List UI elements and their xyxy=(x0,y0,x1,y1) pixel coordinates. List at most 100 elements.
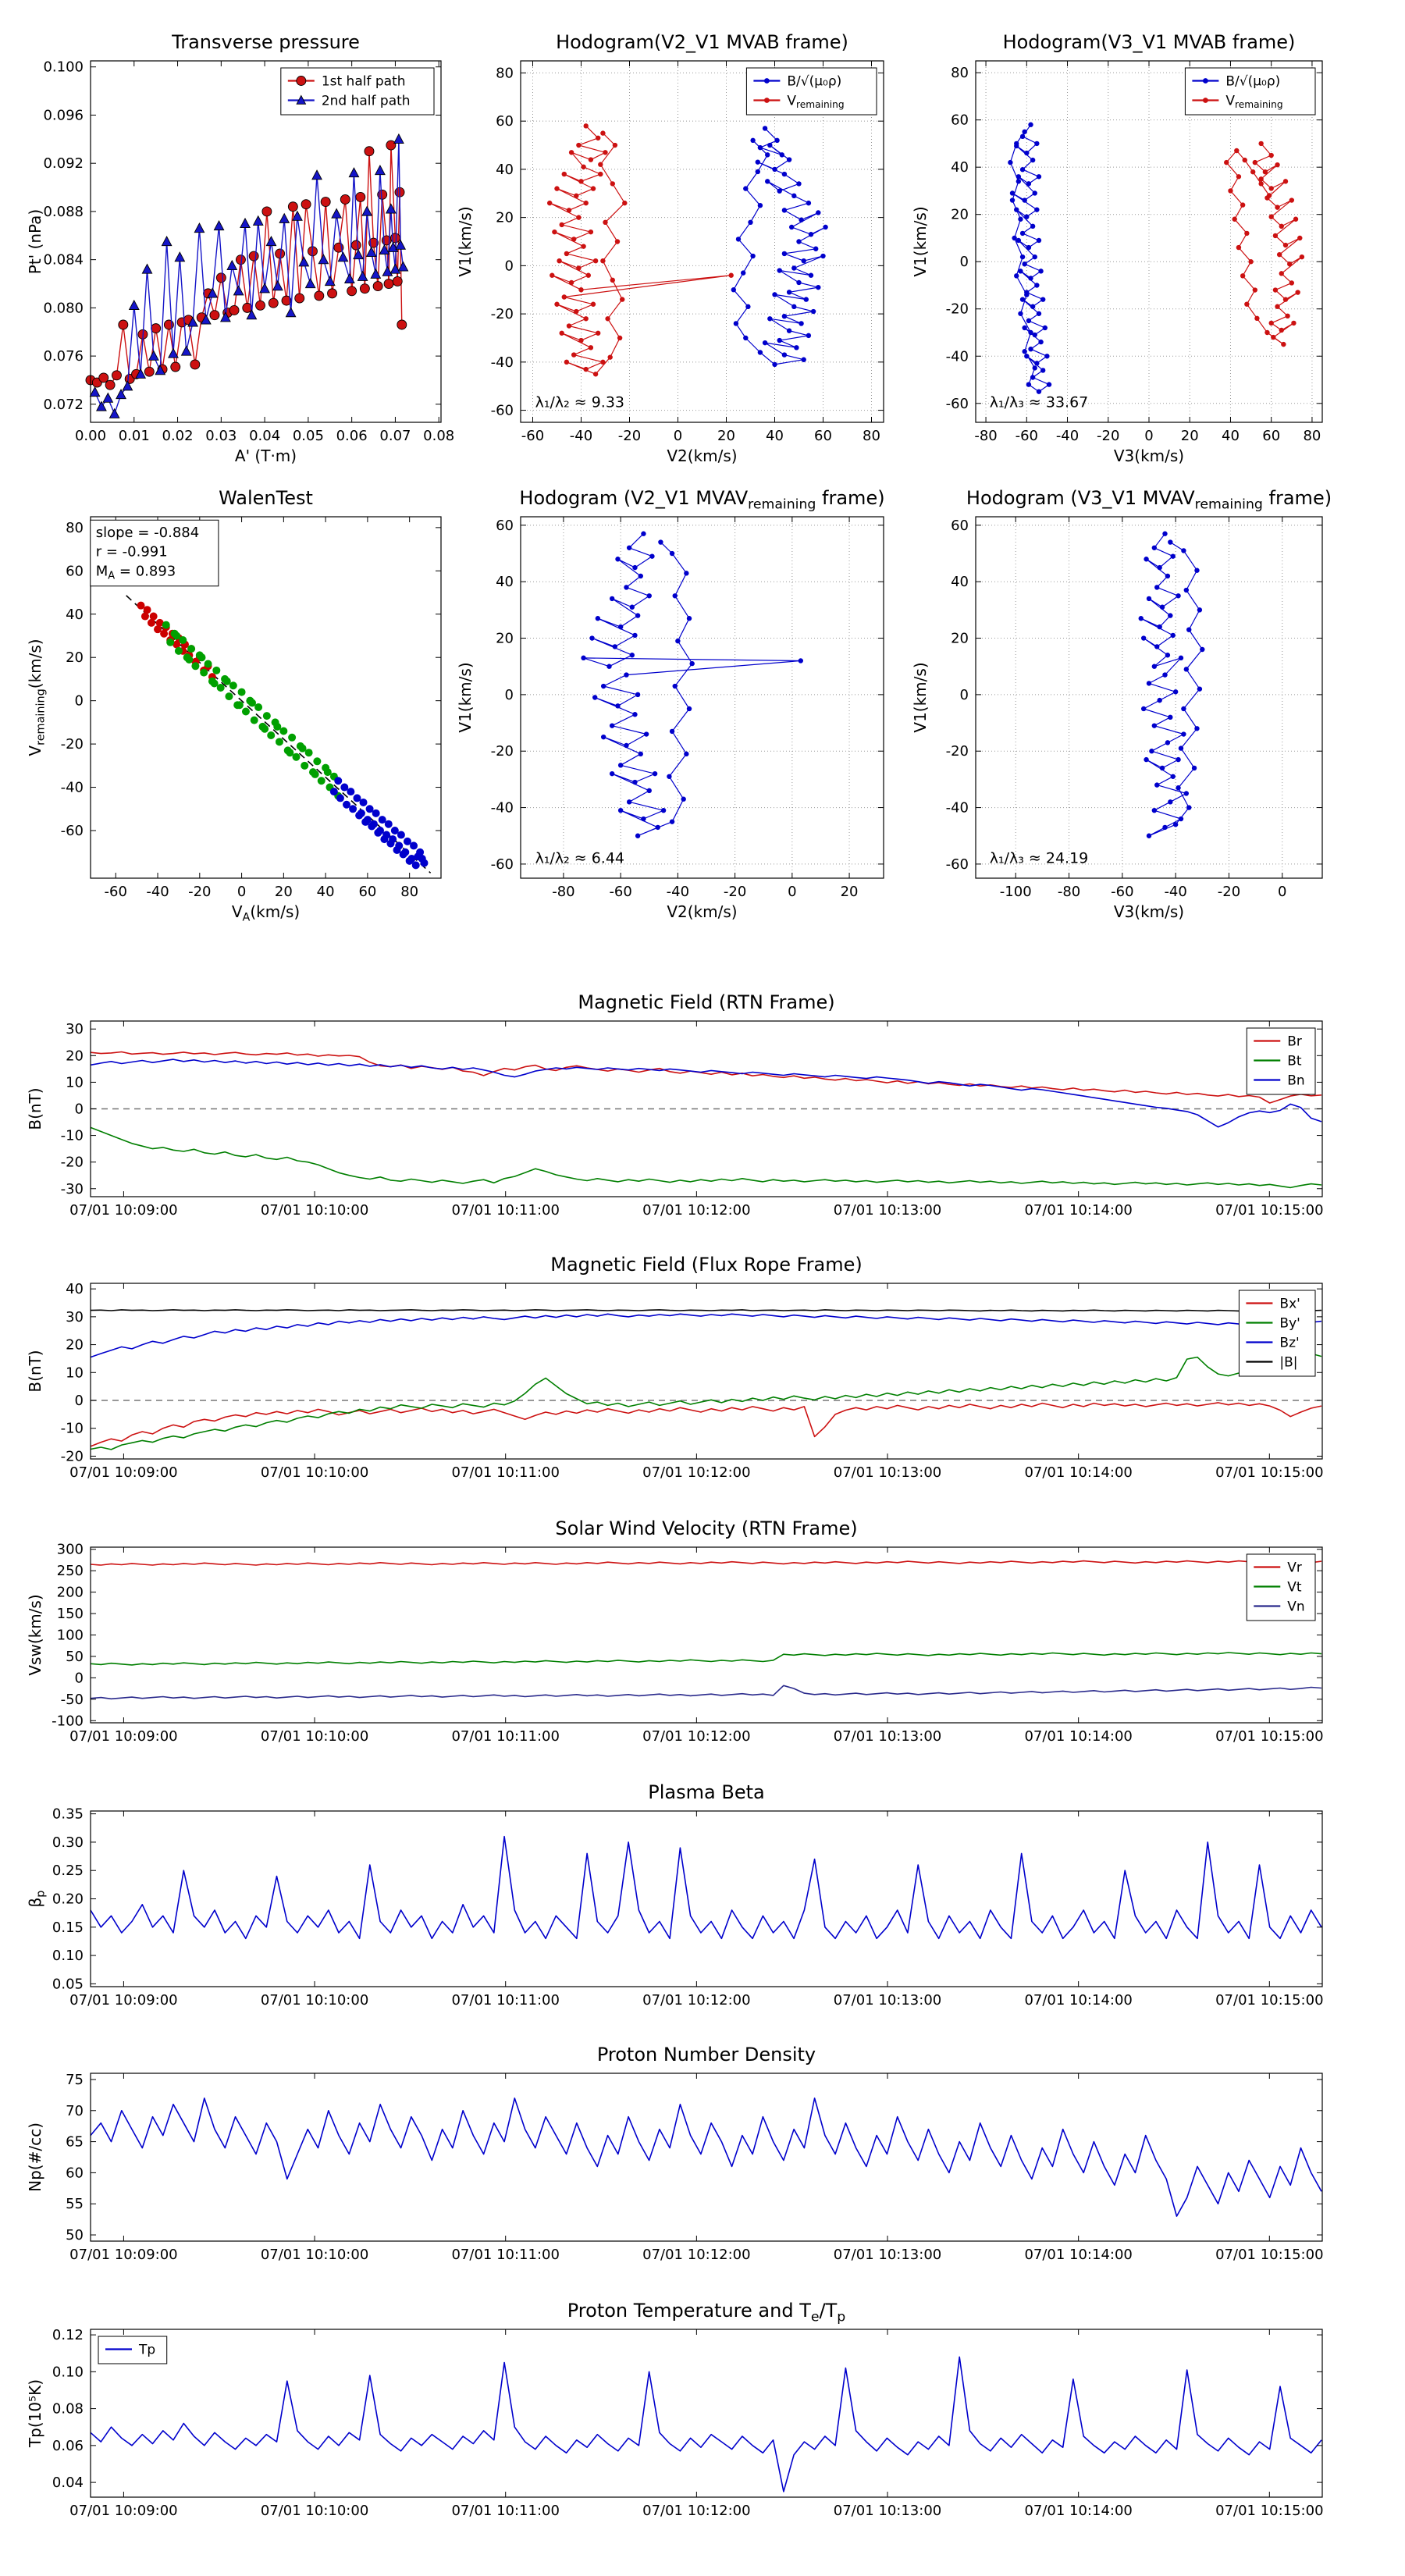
marker xyxy=(225,692,233,701)
marker xyxy=(598,171,603,177)
marker xyxy=(583,316,589,322)
marker xyxy=(806,333,812,339)
marker xyxy=(357,809,365,817)
marker xyxy=(590,301,596,307)
chart-title: Magnetic Field (Flux Rope Frame) xyxy=(550,1254,862,1276)
marker xyxy=(168,347,179,358)
annotation-text: MA = 0.893 xyxy=(96,564,176,582)
marker xyxy=(772,166,777,173)
marker xyxy=(786,290,792,295)
series-line xyxy=(90,1051,1322,1104)
marker xyxy=(304,749,313,757)
marker xyxy=(1144,557,1149,562)
marker xyxy=(1264,329,1270,336)
marker xyxy=(298,744,307,753)
marker xyxy=(320,197,331,208)
y-tick-label: 80 xyxy=(951,65,969,81)
x-tick-label: -20 xyxy=(618,428,641,444)
y-axis-label: V1(km/s) xyxy=(457,662,475,732)
marker xyxy=(1203,78,1208,84)
y-tick-label: 0.10 xyxy=(52,2364,84,2380)
marker xyxy=(1168,714,1173,720)
marker xyxy=(605,316,610,322)
marker xyxy=(275,248,286,259)
marker xyxy=(592,258,599,264)
legend-label: By' xyxy=(1279,1316,1300,1332)
x-tick-label: 20 xyxy=(275,884,293,900)
marker xyxy=(1018,216,1023,222)
y-tick-label: 0.08 xyxy=(52,2401,84,2418)
x-tick-label: -40 xyxy=(570,428,592,444)
marker xyxy=(166,638,175,646)
marker xyxy=(750,253,756,259)
marker xyxy=(617,763,624,768)
marker xyxy=(1151,807,1158,813)
marker xyxy=(681,796,686,802)
marker xyxy=(561,294,567,300)
x-tick-label: 80 xyxy=(1303,428,1321,444)
legend: Tp xyxy=(98,2336,168,2364)
marker xyxy=(806,200,812,206)
marker xyxy=(658,539,663,545)
y-tick-label: 0.092 xyxy=(43,155,84,172)
marker xyxy=(624,742,629,749)
panel-hodogram-v3v1-mvab: -80 -60 -40 -20 0 20 40 60 80 -60 -40 -20 0 20 40 60 80 H… xyxy=(911,22,1333,471)
marker xyxy=(781,352,788,358)
y-tick-label: 40 xyxy=(66,607,84,623)
marker xyxy=(796,181,802,187)
annotation-text: λ₁/λ₃ ≈ 33.67 xyxy=(990,393,1089,411)
y-tick-label: 0.100 xyxy=(43,59,84,76)
marker xyxy=(559,330,564,336)
x-tick-label: 07/01 10:09:00 xyxy=(69,1992,177,2008)
y-tick-label: 0 xyxy=(75,1101,84,1118)
marker xyxy=(669,550,675,557)
y-tick-label: 0.10 xyxy=(52,1948,84,1964)
marker xyxy=(609,723,615,728)
marker xyxy=(767,142,773,148)
marker xyxy=(823,224,828,230)
marker xyxy=(1034,283,1040,288)
y-tick-label: 0.06 xyxy=(52,2438,84,2454)
marker xyxy=(1165,573,1171,579)
marker xyxy=(1234,148,1240,154)
marker xyxy=(279,212,290,223)
marker xyxy=(595,616,601,621)
y-tick-label: 40 xyxy=(496,574,514,590)
marker xyxy=(1178,745,1184,751)
y-tick-label: 60 xyxy=(66,2165,84,2181)
panel-proton-temperature: 07/01 10:09:00 07/01 10:10:00 07/01 10:11:… xyxy=(23,2293,1331,2539)
marker xyxy=(781,208,788,213)
x-tick-label: 20 xyxy=(1181,428,1199,444)
marker xyxy=(1194,568,1200,573)
x-tick-label: 07/01 10:09:00 xyxy=(69,1202,177,1219)
marker xyxy=(610,277,615,283)
marker xyxy=(1289,197,1295,203)
marker xyxy=(576,215,582,220)
marker xyxy=(318,254,329,265)
marker xyxy=(1028,122,1033,127)
legend-label: Bx' xyxy=(1279,1297,1300,1312)
marker xyxy=(1170,553,1176,559)
marker xyxy=(1149,749,1154,754)
marker xyxy=(317,777,325,785)
marker xyxy=(215,272,226,283)
marker xyxy=(361,205,373,216)
marker xyxy=(389,835,397,844)
legend-label: 1st half path xyxy=(322,74,406,90)
marker xyxy=(1034,141,1040,147)
x-tick-label: -20 xyxy=(1097,428,1119,444)
y-tick-label: 20 xyxy=(496,631,514,647)
series-markers xyxy=(89,133,409,418)
y-tick-label: 0.12 xyxy=(52,2327,84,2343)
marker xyxy=(1036,237,1042,244)
marker xyxy=(1165,740,1171,745)
marker xyxy=(581,164,586,170)
marker xyxy=(267,731,276,740)
marker xyxy=(1200,646,1205,653)
marker xyxy=(1032,332,1037,338)
x-tick-label: 07/01 10:11:00 xyxy=(451,1464,559,1481)
marker xyxy=(311,169,322,180)
y-tick-label: 300 xyxy=(57,1542,84,1558)
marker xyxy=(781,171,788,177)
marker xyxy=(1268,214,1274,219)
